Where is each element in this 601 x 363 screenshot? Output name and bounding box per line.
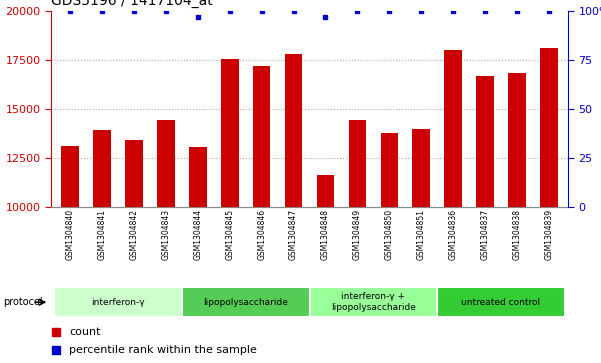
Text: GSM1304842: GSM1304842 — [130, 209, 139, 260]
Bar — [310, 287, 437, 317]
Text: GDS5196 / 1417104_at: GDS5196 / 1417104_at — [51, 0, 213, 8]
Bar — [54, 287, 182, 317]
Bar — [508, 73, 526, 207]
Bar — [189, 147, 207, 207]
Bar — [125, 140, 143, 207]
Text: GSM1304836: GSM1304836 — [448, 209, 457, 260]
Text: GSM1304839: GSM1304839 — [545, 209, 554, 260]
Text: interferon-γ +
lipopolysaccharide: interferon-γ + lipopolysaccharide — [331, 293, 416, 312]
Bar — [444, 50, 462, 207]
Text: GSM1304848: GSM1304848 — [321, 209, 330, 260]
Bar — [349, 120, 366, 207]
Text: GSM1304844: GSM1304844 — [194, 209, 203, 260]
Text: GSM1304845: GSM1304845 — [225, 209, 234, 260]
Text: GSM1304851: GSM1304851 — [416, 209, 426, 260]
Text: lipopolysaccharide: lipopolysaccharide — [203, 298, 288, 307]
Bar — [437, 287, 565, 317]
Text: untreated control: untreated control — [462, 298, 540, 307]
Text: GSM1304849: GSM1304849 — [353, 209, 362, 260]
Text: GSM1304840: GSM1304840 — [66, 209, 75, 260]
Bar — [182, 287, 310, 317]
Bar — [253, 66, 270, 207]
Text: GSM1304838: GSM1304838 — [513, 209, 522, 260]
Bar — [540, 48, 558, 207]
Text: GSM1304850: GSM1304850 — [385, 209, 394, 260]
Text: interferon-γ: interferon-γ — [91, 298, 145, 307]
Bar — [317, 175, 334, 207]
Bar — [61, 146, 79, 207]
Bar — [221, 59, 239, 207]
Text: GSM1304847: GSM1304847 — [289, 209, 298, 260]
Text: GSM1304841: GSM1304841 — [97, 209, 106, 260]
Text: count: count — [69, 327, 101, 337]
Bar — [380, 133, 398, 207]
Bar — [93, 130, 111, 207]
Bar — [476, 76, 494, 207]
Bar — [157, 120, 175, 207]
Text: GSM1304843: GSM1304843 — [162, 209, 171, 260]
Text: GSM1304846: GSM1304846 — [257, 209, 266, 260]
Text: GSM1304837: GSM1304837 — [480, 209, 489, 260]
Text: protocol: protocol — [3, 297, 43, 307]
Text: percentile rank within the sample: percentile rank within the sample — [69, 345, 257, 355]
Bar — [285, 54, 302, 207]
Bar — [412, 130, 430, 207]
